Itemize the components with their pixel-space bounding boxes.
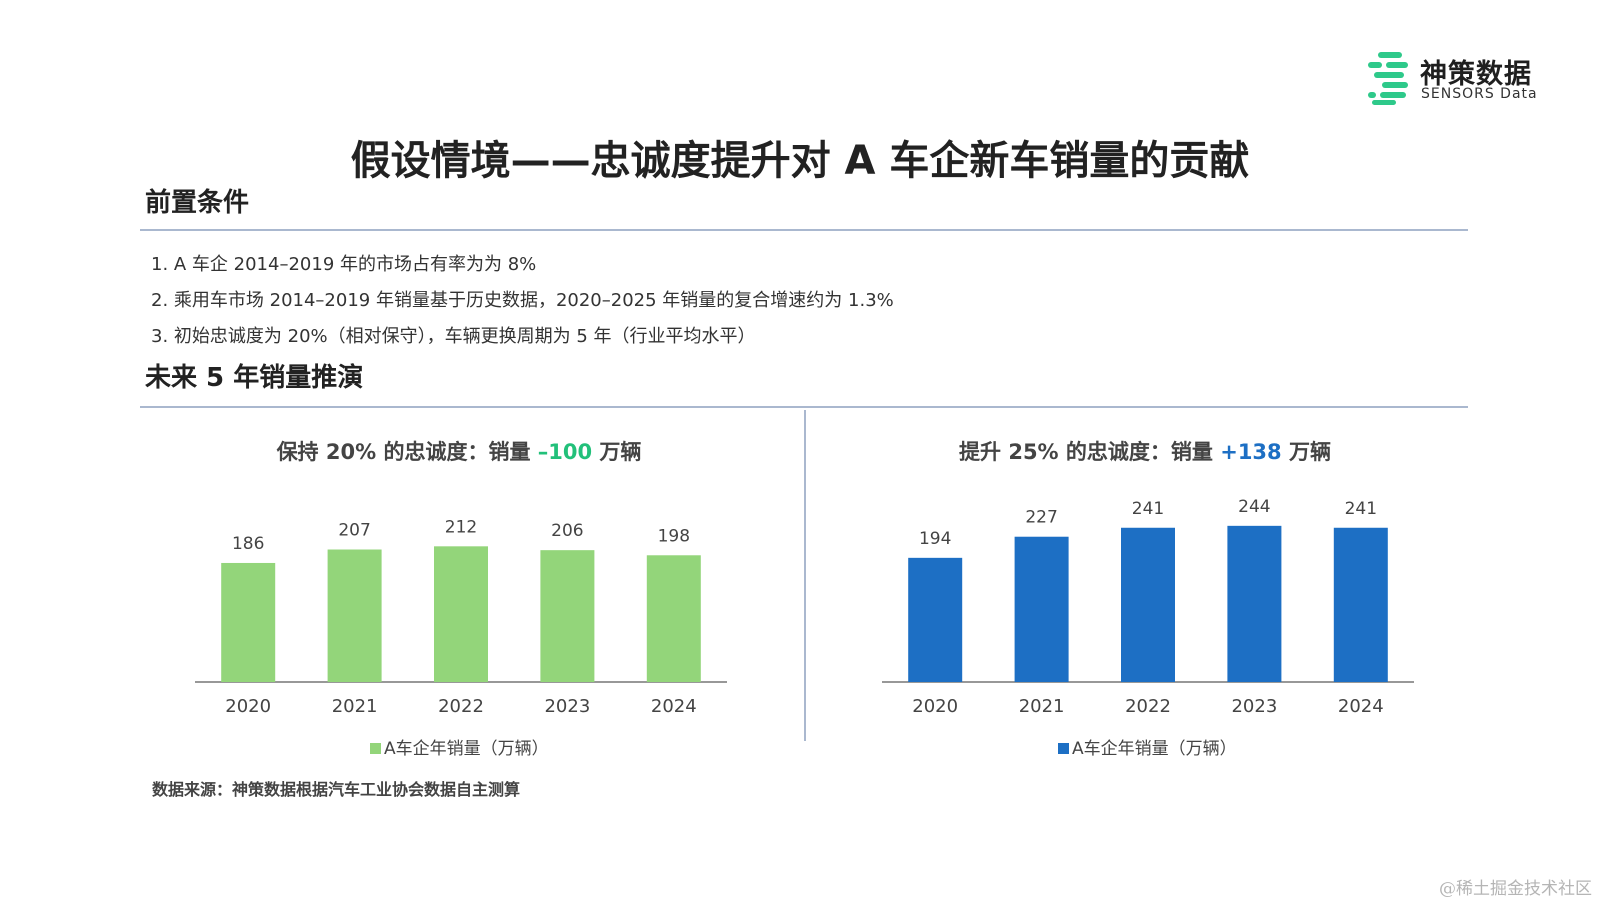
- left-chart-tick-label-2023: 2023: [544, 696, 590, 717]
- page-title: 假设情境——忠诚度提升对 A 车企新车销量的贡献: [350, 138, 1250, 184]
- left-chart-tick-label-2022: 2022: [438, 696, 484, 717]
- legend-swatch-blue: [1058, 743, 1069, 754]
- left-chart-value-label-2020: 186: [232, 534, 264, 554]
- watermark: @稀土掘金技术社区: [1439, 879, 1592, 899]
- right-chart-value-label-2023: 244: [1238, 497, 1270, 517]
- legend-swatch-green: [370, 743, 381, 754]
- left-chart-tick-label-2024: 2024: [651, 696, 697, 717]
- left-chart-title-suffix: 万辆: [592, 440, 642, 464]
- left-chart-bar-2024: [646, 555, 701, 682]
- left-chart-bar-2020: [221, 562, 276, 682]
- forecast-divider: [140, 406, 1468, 408]
- right-chart-value-label-2021: 227: [1025, 508, 1057, 528]
- right-chart-title-suffix: 万辆: [1281, 440, 1331, 464]
- right-chart-title: 提升 25% 的忠诚度：销量 +138 万辆: [835, 436, 1455, 466]
- left-chart-bar-2021: [327, 549, 382, 682]
- left-chart-title-value: –100: [537, 440, 593, 464]
- right-chart-legend: A车企年销量（万辆）: [1058, 734, 1237, 759]
- right-chart-title-prefix: 提升 25% 的忠诚度：销量: [959, 440, 1221, 464]
- right-chart-value-label-2020: 194: [919, 529, 951, 549]
- left-chart-bar-2023: [540, 550, 595, 682]
- left-chart-tick-label-2020: 2020: [225, 696, 271, 717]
- left-legend-label: A车企年销量（万辆）: [384, 739, 549, 759]
- left-bar-chart: 186 2020 207 2021 212 2022 206 2023 198 2024: [195, 517, 727, 717]
- right-chart-bar-2020: [908, 557, 963, 682]
- left-chart-title: 保持 20% 的忠诚度：销量 –100 万辆: [149, 436, 769, 466]
- precondition-item-2: 2. 乘用车市场 2014–2019 年销量基于历史数据，2020–2025 年…: [151, 290, 894, 311]
- sensors-logo-mark-icon: [1368, 52, 1408, 105]
- left-chart-value-label-2021: 207: [338, 521, 370, 541]
- right-chart-value-label-2022: 241: [1132, 499, 1164, 519]
- right-bar-chart: 194 2020 227 2021 241 2022 244 2023 241 2024: [882, 497, 1414, 717]
- preconditions-divider: [140, 229, 1468, 231]
- left-chart-title-prefix: 保持 20% 的忠诚度：销量: [276, 440, 538, 464]
- logo-name-en: SENSORS Data: [1421, 86, 1538, 102]
- left-chart-tick-label-2021: 2021: [332, 696, 378, 717]
- right-legend-label: A车企年销量（万辆）: [1072, 739, 1237, 759]
- right-chart-tick-label-2023: 2023: [1231, 696, 1277, 717]
- left-chart-value-label-2023: 206: [551, 521, 583, 541]
- right-chart-bar-2022: [1121, 527, 1175, 682]
- sensors-data-logo: 神策数据 SENSORS Data: [1368, 50, 1548, 106]
- right-chart-tick-label-2020: 2020: [912, 696, 958, 717]
- left-chart-legend: A车企年销量（万辆）: [370, 734, 549, 759]
- right-chart-tick-label-2024: 2024: [1338, 696, 1384, 717]
- logo-name-cn: 神策数据: [1420, 59, 1532, 90]
- right-chart-value-label-2024: 241: [1345, 499, 1377, 519]
- precondition-item-1: 1. A 车企 2014–2019 年的市场占有率为为 8%: [151, 254, 537, 275]
- preconditions-heading: 前置条件: [145, 188, 250, 218]
- forecast-heading: 未来 5 年销量推演: [145, 363, 364, 393]
- precondition-item-3: 3. 初始忠诚度为 20%（相对保守），车辆更换周期为 5 年（行业平均水平）: [151, 326, 756, 347]
- left-chart-value-label-2022: 212: [445, 517, 477, 537]
- right-chart-bar-2023: [1227, 525, 1282, 682]
- right-chart-bar-2024: [1333, 527, 1388, 682]
- left-chart-value-label-2024: 198: [658, 526, 690, 546]
- right-chart-bar-2021: [1014, 536, 1069, 682]
- data-source-note: 数据来源：神策数据根据汽车工业协会数据自主测算: [152, 780, 521, 799]
- right-chart-title-value: +138: [1220, 440, 1282, 464]
- right-chart-tick-label-2021: 2021: [1019, 696, 1065, 717]
- left-chart-bar-2022: [434, 546, 488, 682]
- right-chart-tick-label-2022: 2022: [1125, 696, 1171, 717]
- charts-vertical-divider: [804, 410, 806, 741]
